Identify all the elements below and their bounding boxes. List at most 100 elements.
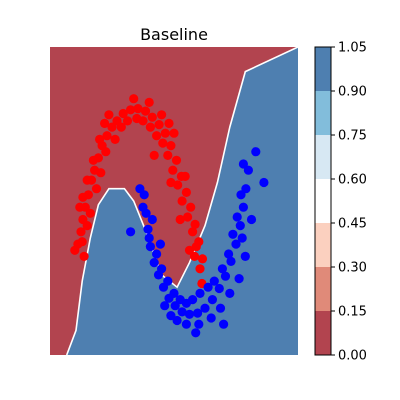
red-point	[70, 245, 80, 255]
red-point	[88, 155, 98, 165]
blue-point	[135, 184, 145, 194]
blue-point	[219, 319, 229, 329]
colorbar-band	[315, 267, 331, 311]
blue-point	[228, 229, 238, 239]
red-point	[82, 221, 92, 231]
blue-point	[220, 271, 231, 281]
blue-point	[203, 282, 213, 292]
blue-point	[144, 233, 154, 243]
blue-point	[188, 295, 198, 305]
blue-point	[149, 258, 159, 268]
red-point	[138, 116, 148, 126]
colorbar-band	[315, 47, 331, 91]
blue-point	[166, 311, 176, 321]
red-point	[163, 150, 173, 160]
blue-point	[243, 165, 253, 175]
blue-point	[200, 303, 210, 313]
chart-title: Baseline	[140, 25, 208, 44]
blue-point	[160, 301, 170, 311]
red-point	[100, 118, 110, 128]
red-point	[181, 187, 191, 197]
red-point	[79, 251, 89, 261]
red-point	[129, 94, 139, 104]
blue-point	[225, 288, 235, 298]
red-point	[190, 219, 200, 229]
red-point	[107, 122, 117, 132]
red-point	[91, 184, 102, 194]
blue-point	[226, 256, 236, 266]
red-point	[169, 128, 179, 138]
blue-point	[209, 276, 219, 286]
red-point	[152, 131, 162, 141]
red-point	[166, 141, 176, 151]
blue-point	[138, 202, 148, 212]
blue-point	[214, 283, 224, 294]
scatter-points	[70, 94, 269, 338]
blue-point	[235, 221, 245, 231]
blue-point	[238, 159, 248, 169]
colorbar: 0.00 0.15 0.30 0.45 0.60 0.75 0.90 1.05	[314, 41, 367, 364]
red-point	[126, 105, 136, 115]
blue-point	[163, 276, 173, 286]
red-point	[104, 110, 114, 120]
red-point	[122, 116, 133, 126]
red-point	[168, 165, 178, 175]
red-point	[95, 134, 105, 144]
colorbar-tick-label: 0.75	[338, 129, 367, 144]
blue-point	[172, 315, 182, 326]
colorbar-band	[315, 135, 331, 179]
red-point	[96, 168, 106, 178]
colorbar-band	[315, 223, 331, 267]
colorbar-bands	[315, 47, 331, 355]
red-point	[157, 110, 167, 120]
blue-point	[246, 214, 257, 225]
red-point	[197, 254, 208, 264]
colorbar-ticks: 0.00 0.15 0.30 0.45 0.60 0.75 0.90 1.05	[331, 41, 367, 364]
blue-point	[157, 264, 167, 274]
red-point	[171, 155, 182, 165]
colorbar-frame	[314, 46, 332, 356]
blue-point	[241, 184, 251, 194]
red-point	[188, 227, 198, 237]
colorbar-tick-label: 0.15	[338, 305, 367, 320]
blue-point	[217, 264, 227, 274]
red-point	[75, 202, 85, 212]
blue-point	[231, 239, 241, 249]
red-point	[186, 202, 196, 212]
blue-point	[207, 295, 217, 305]
blue-point	[126, 227, 136, 237]
blue-point	[191, 328, 201, 338]
blue-point	[170, 301, 180, 311]
blue-point	[206, 313, 216, 323]
red-point	[144, 97, 154, 107]
blue-point	[177, 307, 187, 317]
red-point	[195, 264, 205, 274]
blue-point	[236, 190, 246, 200]
blue-point	[238, 202, 248, 212]
blue-point	[215, 303, 226, 313]
colorbar-tick-label: 0.60	[338, 173, 367, 188]
blue-point	[143, 224, 153, 234]
red-point	[158, 138, 168, 148]
red-point	[184, 245, 195, 255]
colorbar-tick-label: 0.30	[338, 261, 367, 276]
blue-point	[195, 288, 205, 298]
red-point	[78, 192, 88, 202]
red-point	[164, 118, 174, 128]
colorbar-tick-label: 0.00	[338, 349, 367, 364]
red-point	[180, 171, 190, 181]
blue-point	[152, 249, 162, 259]
red-point	[82, 175, 92, 185]
red-point	[101, 147, 111, 157]
blue-point	[240, 251, 250, 261]
blue-point	[251, 147, 261, 157]
blue-point	[145, 242, 155, 252]
red-point	[166, 177, 176, 188]
red-point	[85, 208, 95, 218]
colorbar-band	[315, 179, 331, 223]
colorbar-tick-label: 0.45	[338, 217, 367, 232]
colorbar-tick-label: 0.90	[338, 85, 367, 100]
red-point	[118, 108, 128, 119]
red-point	[116, 122, 126, 132]
